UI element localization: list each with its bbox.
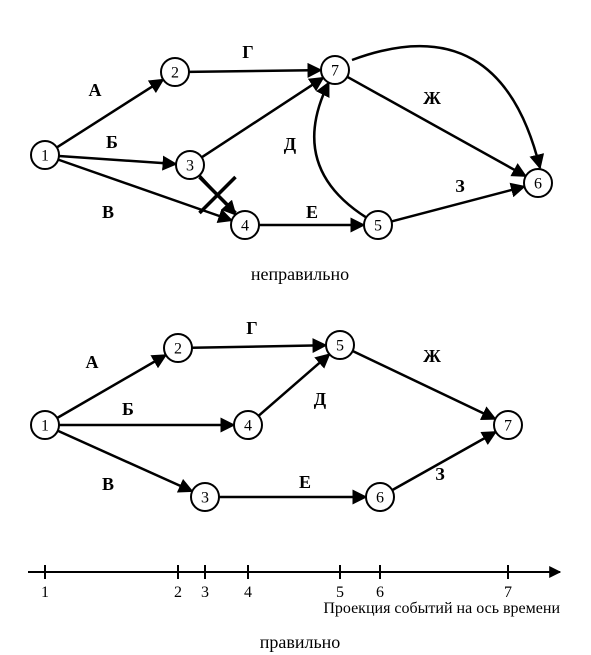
axis-tick-label-5: 5: [336, 584, 344, 601]
edge-label-right-5-7: Ж: [423, 346, 441, 366]
svg-text:4: 4: [244, 418, 252, 435]
node-wrong-6: 6: [524, 169, 552, 197]
edge-wrong-1-3: [59, 156, 176, 164]
diagram-canvas: А Б В Г Д Е З Ж 1 2 3 4 5 6 7 неправильно А Б В Г Д Е Ж З 1 2 3 4 5 6…: [0, 0, 591, 655]
edge-label-wrong-1-3: Б: [106, 132, 118, 152]
edge-label-right-2-5: Г: [246, 318, 257, 338]
node-wrong-7: 7: [321, 56, 349, 84]
axis-tick-label-1: 1: [41, 584, 49, 601]
edge-label-right-4-5: Д: [314, 389, 327, 409]
edge-label-wrong-1-4: В: [102, 202, 114, 222]
axis-tick-label-4: 4: [244, 584, 252, 601]
edge-label-wrong-3-7: Д: [284, 134, 297, 154]
axis-caption: Проекция событий на ось времени: [323, 600, 560, 617]
axis-tick-label-6: 6: [376, 584, 384, 601]
node-right-1: 1: [31, 411, 59, 439]
edge-right-1-2: [57, 355, 166, 418]
axis-tick-label-2: 2: [174, 584, 182, 601]
diagram-svg: А Б В Г Д Е З Ж 1 2 3 4 5 6 7 неправильно А Б В Г Д Е Ж З 1 2 3 4 5 6…: [0, 0, 591, 655]
axis-tick-label-7: 7: [504, 584, 512, 601]
svg-text:4: 4: [241, 218, 249, 235]
axis-tick-label-3: 3: [201, 584, 209, 601]
edge-label-wrong-4-5: Е: [306, 202, 318, 222]
node-right-7: 7: [494, 411, 522, 439]
node-right-6: 6: [366, 483, 394, 511]
edge-label-wrong-7-6: Ж: [423, 88, 441, 108]
svg-text:3: 3: [186, 158, 194, 175]
caption-right: правильно: [260, 632, 341, 652]
edge-label-right-1-3: В: [102, 474, 114, 494]
svg-text:7: 7: [331, 63, 339, 80]
svg-text:5: 5: [336, 338, 344, 355]
svg-text:2: 2: [174, 341, 182, 358]
edge-label-right-1-4: Б: [122, 399, 134, 419]
svg-text:6: 6: [534, 176, 542, 193]
edge-right-2-5: [192, 345, 326, 347]
svg-text:7: 7: [504, 418, 512, 435]
node-right-4: 4: [234, 411, 262, 439]
caption-wrong: неправильно: [251, 264, 349, 284]
node-wrong-2: 2: [161, 58, 189, 86]
edge-label-right-6-7: З: [435, 464, 445, 484]
node-wrong-4: 4: [231, 211, 259, 239]
edge-right-1-3: [58, 431, 192, 492]
svg-text:1: 1: [41, 148, 49, 165]
edge-wrong-5-7: [314, 83, 366, 218]
edge-label-wrong-5-6: З: [455, 176, 465, 196]
edge-wrong-1-4: [58, 160, 232, 221]
svg-text:1: 1: [41, 418, 49, 435]
node-wrong-1: 1: [31, 141, 59, 169]
svg-text:2: 2: [171, 65, 179, 82]
node-right-3: 3: [191, 483, 219, 511]
node-right-2: 2: [164, 334, 192, 362]
edge-label-wrong-1-2: А: [89, 80, 102, 100]
edge-wrong-2-7: [189, 70, 321, 72]
node-wrong-5: 5: [364, 211, 392, 239]
node-right-5: 5: [326, 331, 354, 359]
svg-text:3: 3: [201, 490, 209, 507]
svg-text:5: 5: [374, 218, 382, 235]
extra-curve-wrong-0: [352, 46, 540, 168]
edge-wrong-3-7: [202, 78, 324, 158]
edge-label-wrong-2-7: Г: [242, 42, 253, 62]
edge-label-right-3-6: Е: [299, 472, 311, 492]
svg-text:6: 6: [376, 490, 384, 507]
node-wrong-3: 3: [176, 151, 204, 179]
edge-label-right-1-2: А: [86, 352, 99, 372]
